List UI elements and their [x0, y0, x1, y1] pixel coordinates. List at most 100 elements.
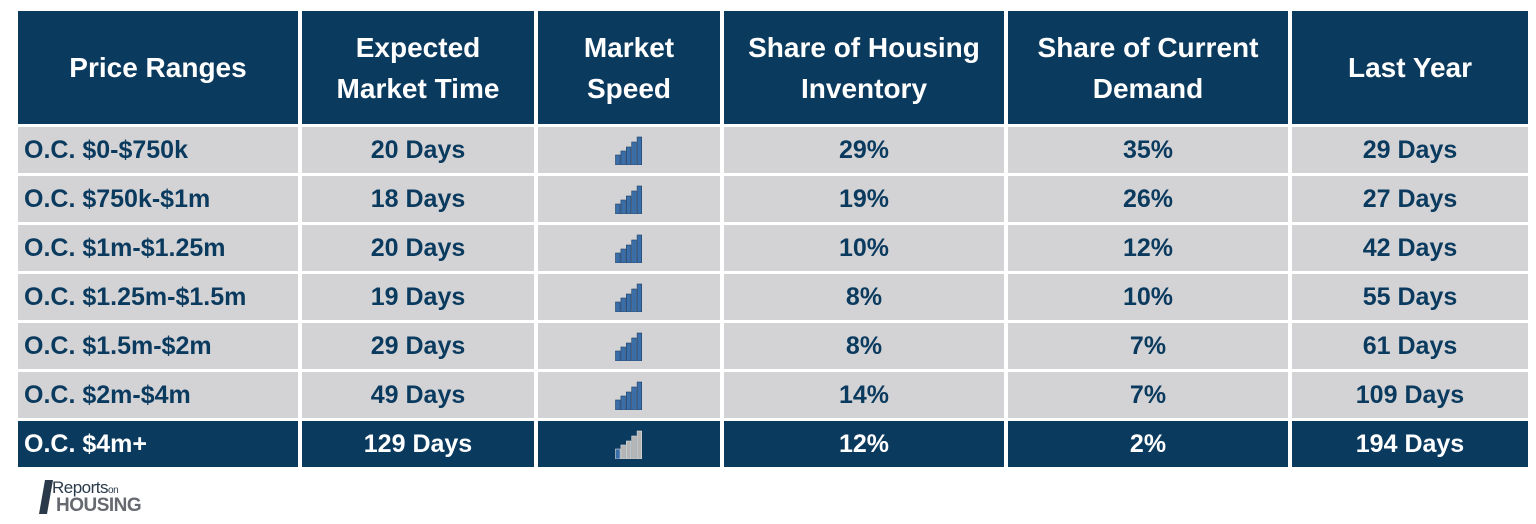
speed-bar [636, 430, 643, 460]
table-body: O.C. $0-$750k 20 Days 29% 35% 29 Days O.C. $7… [18, 127, 1528, 467]
logo-housing-text: HOUSING [56, 495, 142, 516]
speed-bar [631, 141, 637, 166]
speed-bar [615, 301, 621, 313]
table-row: O.C. $1.5m-$2m 29 Days 8% 7% 61 Days [18, 323, 1528, 369]
bar-chart-icon [615, 135, 643, 166]
last-year-cell: 27 Days [1292, 176, 1528, 222]
speed-bar [631, 337, 637, 362]
speed-bar [626, 195, 632, 215]
share-of-demand-cell: 7% [1008, 323, 1288, 369]
price-range-cell: O.C. $1m-$1.25m [18, 225, 298, 271]
speed-bar [631, 239, 637, 264]
expected-market-time-cell: 20 Days [302, 127, 534, 173]
share-of-demand-cell: 2% [1008, 421, 1288, 467]
speed-bar [620, 150, 626, 166]
table-row: O.C. $0-$750k 20 Days 29% 35% 29 Days [18, 127, 1528, 173]
logo-on-text: on [108, 485, 119, 496]
speed-bar [626, 244, 632, 264]
header-share-of-housing-inventory: Share of Housing Inventory [724, 11, 1004, 124]
speed-bar [626, 293, 632, 313]
speed-bar [631, 288, 637, 313]
market-speed-cell [538, 421, 720, 467]
speed-bar [636, 234, 643, 264]
share-of-demand-cell: 12% [1008, 225, 1288, 271]
share-of-demand-cell: 7% [1008, 372, 1288, 418]
table-row: O.C. $2m-$4m 49 Days 14% 7% 109 Days [18, 372, 1528, 418]
header-last-year: Last Year [1292, 11, 1528, 124]
reports-on-housing-logo: Reportson HOUSING [39, 478, 182, 518]
speed-bar [620, 444, 626, 460]
speed-bar [636, 185, 643, 215]
share-of-inventory-cell: 10% [724, 225, 1004, 271]
speed-bar [636, 136, 643, 166]
bar-chart-icon [615, 331, 643, 362]
table-row: O.C. $1m-$1.25m 20 Days 10% 12% 42 Days [18, 225, 1528, 271]
expected-market-time-cell: 18 Days [302, 176, 534, 222]
logo-reports-text: Reports [52, 478, 109, 497]
bar-chart-icon [615, 233, 643, 264]
expected-market-time-cell: 49 Days [302, 372, 534, 418]
table-header-row: Price Ranges Expected Market Time Market… [18, 11, 1528, 124]
market-speed-cell [538, 274, 720, 320]
speed-bar [626, 391, 632, 411]
share-of-demand-cell: 35% [1008, 127, 1288, 173]
expected-market-time-cell: 129 Days [302, 421, 534, 467]
share-of-inventory-cell: 14% [724, 372, 1004, 418]
speed-bar [631, 435, 637, 460]
last-year-cell: 109 Days [1292, 372, 1528, 418]
header-market-speed-label: Market Speed [583, 31, 675, 104]
speed-bar [615, 350, 621, 362]
price-range-cell: O.C. $750k-$1m [18, 176, 298, 222]
market-speed-cell [538, 127, 720, 173]
speed-bar [620, 395, 626, 411]
share-of-demand-cell: 26% [1008, 176, 1288, 222]
price-range-cell: O.C. $4m+ [18, 421, 298, 467]
logo-line1: Reportson [52, 478, 119, 498]
speed-bar [636, 283, 643, 313]
last-year-cell: 29 Days [1292, 127, 1528, 173]
logo-mark-icon [39, 480, 53, 514]
market-speed-cell [538, 225, 720, 271]
last-year-cell: 55 Days [1292, 274, 1528, 320]
speed-bar [636, 381, 643, 411]
price-range-cell: O.C. $0-$750k [18, 127, 298, 173]
expected-market-time-cell: 20 Days [302, 225, 534, 271]
header-price-ranges: Price Ranges [18, 11, 298, 124]
speed-bar [615, 448, 621, 460]
speed-bar [620, 346, 626, 362]
speed-bar [636, 332, 643, 362]
header-share-of-housing-inventory-label: Share of Housing Inventory [748, 31, 980, 104]
bar-chart-icon [615, 282, 643, 313]
speed-bar [626, 440, 632, 460]
last-year-cell: 42 Days [1292, 225, 1528, 271]
market-speed-cell [538, 372, 720, 418]
last-year-cell: 194 Days [1292, 421, 1528, 467]
share-of-inventory-cell: 8% [724, 323, 1004, 369]
table-row: O.C. $750k-$1m 18 Days 19% 26% 27 Days [18, 176, 1528, 222]
speed-bar [615, 154, 621, 166]
speed-bar [631, 386, 637, 411]
table-row: O.C. $1.25m-$1.5m 19 Days 8% 10% 55 Days [18, 274, 1528, 320]
speed-bar [615, 399, 621, 411]
header-expected-market-time-label: Expected Market Time [336, 31, 500, 104]
speed-bar [631, 190, 637, 215]
bar-chart-icon [615, 380, 643, 411]
share-of-inventory-cell: 12% [724, 421, 1004, 467]
price-range-cell: O.C. $2m-$4m [18, 372, 298, 418]
share-of-demand-cell: 10% [1008, 274, 1288, 320]
speed-bar [620, 199, 626, 215]
market-time-table: Price Ranges Expected Market Time Market… [14, 8, 1532, 470]
last-year-cell: 61 Days [1292, 323, 1528, 369]
expected-market-time-cell: 19 Days [302, 274, 534, 320]
table-row: O.C. $4m+ 129 Days 12% 2% 194 Days [18, 421, 1528, 467]
bar-chart-icon [615, 184, 643, 215]
header-market-speed: Market Speed [538, 11, 720, 124]
price-range-cell: O.C. $1.5m-$2m [18, 323, 298, 369]
speed-bar [620, 297, 626, 313]
share-of-inventory-cell: 29% [724, 127, 1004, 173]
speed-bar [615, 252, 621, 264]
speed-bar [626, 342, 632, 362]
share-of-inventory-cell: 8% [724, 274, 1004, 320]
header-share-of-current-demand: Share of Current Demand [1008, 11, 1288, 124]
market-speed-cell [538, 176, 720, 222]
